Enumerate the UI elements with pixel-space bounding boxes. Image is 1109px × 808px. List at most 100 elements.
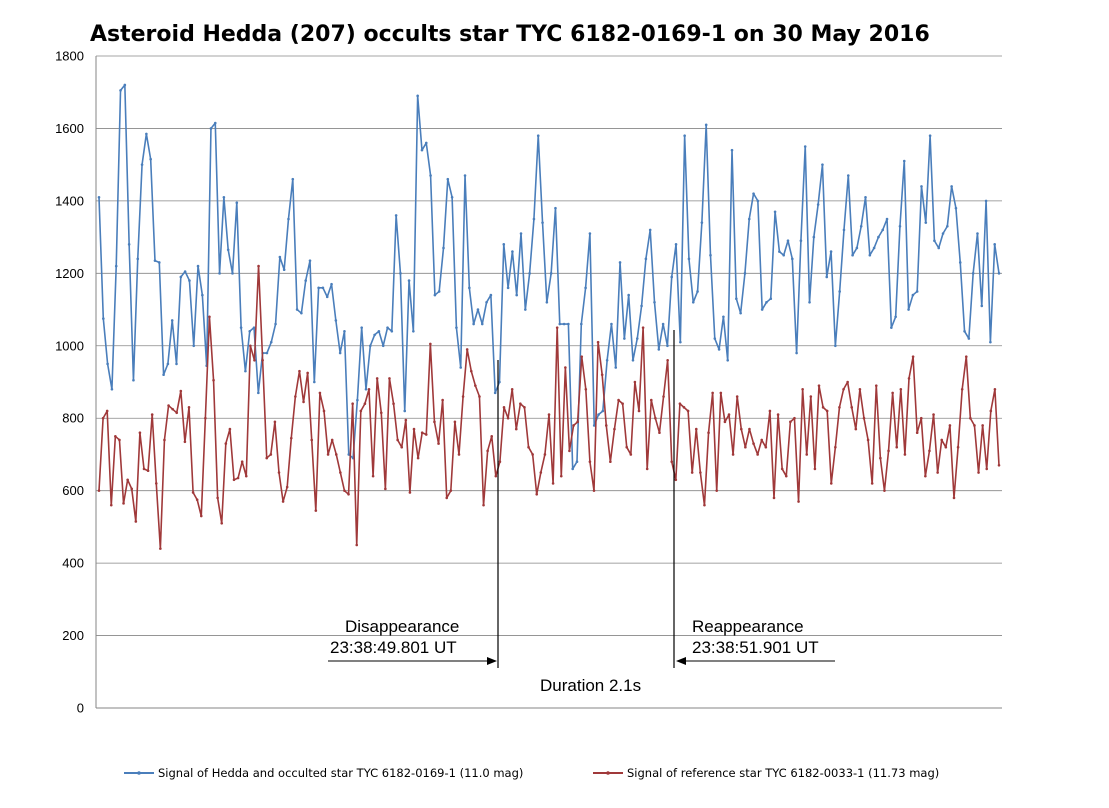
data-point (187, 406, 191, 409)
data-point (868, 253, 872, 257)
data-point (527, 445, 530, 449)
data-point (273, 420, 277, 424)
data-point (727, 413, 731, 416)
data-point (575, 460, 579, 463)
data-point (554, 206, 557, 210)
data-point (877, 235, 880, 239)
data-point (717, 348, 721, 351)
data-point (618, 261, 622, 264)
data-point (739, 427, 743, 431)
data-point (208, 315, 211, 319)
data-point (356, 398, 359, 402)
legend-marker-hedda (137, 771, 141, 775)
data-point (226, 248, 230, 252)
data-point (567, 322, 570, 326)
data-point (317, 286, 320, 290)
y-tick-label: 600 (62, 483, 84, 498)
data-point (940, 438, 944, 442)
data-point (722, 315, 725, 319)
data-point (388, 377, 391, 380)
data-point (231, 272, 234, 275)
data-point (772, 496, 776, 500)
data-point (289, 436, 293, 440)
data-point (808, 301, 811, 304)
data-point (879, 456, 882, 460)
data-point (368, 344, 372, 348)
data-point (752, 442, 755, 445)
data-point (834, 344, 837, 348)
data-point (952, 496, 956, 500)
data-point (748, 427, 751, 431)
data-point (944, 445, 948, 449)
data-point (682, 406, 686, 409)
data-point (670, 460, 674, 463)
data-point (97, 195, 101, 199)
data-point (122, 502, 125, 505)
data-point (325, 295, 329, 299)
data-point (486, 449, 489, 453)
data-point (232, 478, 236, 482)
data-point (936, 471, 939, 474)
data-point (657, 348, 661, 351)
data-point (514, 427, 518, 431)
data-point (392, 402, 395, 406)
data-point (478, 395, 481, 398)
data-point (386, 326, 389, 329)
data-point (511, 250, 514, 253)
data-point (449, 489, 453, 492)
data-point (244, 369, 247, 373)
data-point (531, 453, 534, 456)
data-point (562, 322, 566, 326)
data-point (118, 438, 121, 442)
data-point (412, 427, 416, 431)
data-point (821, 163, 824, 166)
data-point (265, 456, 269, 460)
data-point (895, 445, 899, 449)
data-point (446, 177, 450, 181)
data-point (429, 342, 432, 346)
data-point (105, 409, 109, 413)
series-lines (97, 83, 1001, 550)
data-point (621, 402, 624, 406)
data-point (375, 377, 379, 380)
data-point (747, 217, 751, 221)
data-point (903, 453, 907, 456)
data-point (789, 420, 792, 424)
data-point (519, 402, 522, 406)
data-point (649, 398, 653, 402)
data-point (216, 496, 219, 500)
data-point (674, 243, 678, 246)
data-point (842, 387, 845, 391)
data-point (937, 246, 941, 250)
data-point (834, 445, 837, 449)
data-point (330, 282, 333, 286)
data-point (629, 453, 633, 456)
data-point (958, 261, 962, 264)
data-point (580, 322, 583, 326)
data-point (201, 293, 204, 297)
data-point (976, 232, 979, 235)
data-point (674, 478, 678, 482)
data-point (424, 433, 428, 436)
data-point (571, 467, 574, 471)
data-point (313, 380, 316, 384)
data-point (605, 358, 609, 362)
data-point (420, 431, 424, 435)
data-point (228, 427, 232, 431)
data-point (870, 482, 874, 485)
data-point (817, 384, 821, 387)
disappearance-arrowhead (487, 657, 497, 665)
data-point (130, 487, 134, 491)
annotations: Disappearance 23:38:49.801 UT Reappearan… (328, 330, 835, 695)
data-point (379, 411, 383, 415)
data-point (437, 442, 440, 445)
data-point (416, 94, 419, 98)
data-point (661, 322, 665, 326)
data-point (519, 232, 523, 235)
data-point (627, 293, 630, 297)
y-tick-labels: 0 200 400 600 800 1000 1200 1400 1600 1800 (55, 49, 84, 716)
data-point (403, 409, 407, 413)
data-point (648, 228, 652, 232)
data-point (558, 322, 562, 326)
